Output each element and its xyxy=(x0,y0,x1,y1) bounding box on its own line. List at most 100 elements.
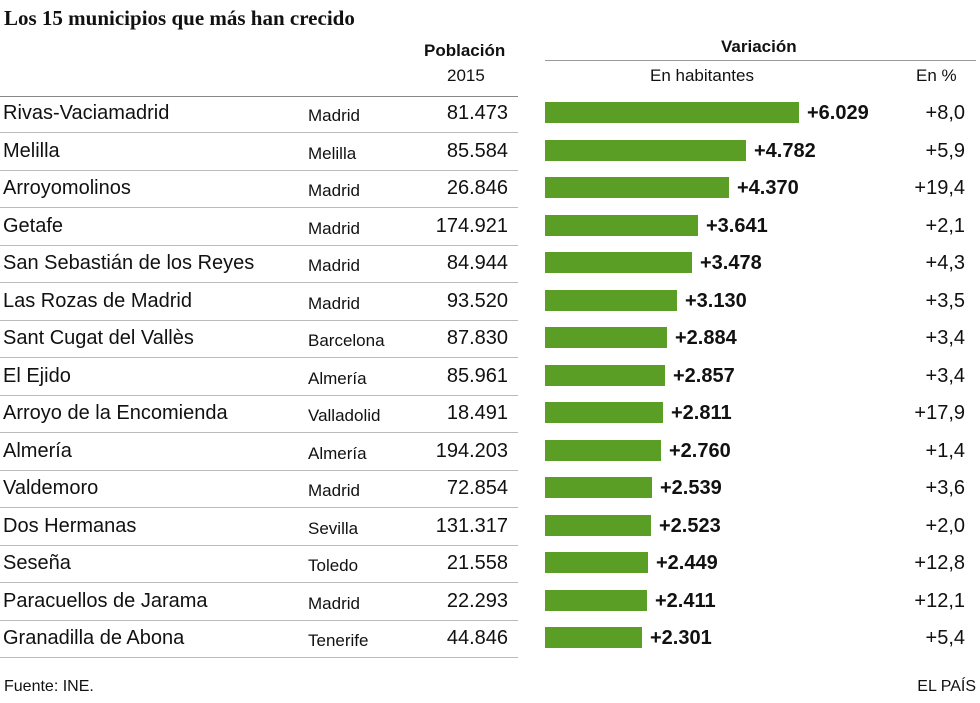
table-row: Las Rozas de Madrid Madrid 93.520 +3.130 +3,… xyxy=(0,284,980,321)
provincia-label: Madrid xyxy=(308,593,360,613)
row-divider xyxy=(0,394,518,396)
variation-data-label: +4.782 xyxy=(754,139,816,162)
pct-value: +12,8 xyxy=(914,552,965,574)
table-row: Seseña Toledo 21.558 +2.449 +12,8 xyxy=(0,546,980,583)
provincia-label: Madrid xyxy=(308,218,360,238)
municipio-label: Rivas-Vaciamadrid xyxy=(3,102,170,124)
table-row: Dos Hermanas Sevilla 131.317 +2.523 +2,0 xyxy=(0,509,980,546)
row-divider xyxy=(0,282,518,283)
abs-header: En habitantes xyxy=(650,66,754,85)
variation-bar xyxy=(545,139,746,161)
pct-header: En % xyxy=(916,66,957,85)
variation-data-label: +2.539 xyxy=(660,477,722,499)
variation-bar xyxy=(545,252,692,273)
provincia-label: Madrid xyxy=(308,293,360,313)
municipio-label: Getafe xyxy=(3,214,64,237)
pct-value: +8,0 xyxy=(925,102,965,124)
table-row: Arroyomolinos Madrid 26.846 +4.370 +19,4 xyxy=(0,171,980,208)
variation-header-rule xyxy=(545,60,976,61)
table-row: Almería Almería 194.203 +2.760 +1,4 xyxy=(0,434,980,471)
row-divider xyxy=(0,169,518,171)
municipio-label: Paracuellos de Jarama xyxy=(3,589,208,612)
variation-bar xyxy=(545,214,698,236)
source-note: Fuente: INE. xyxy=(4,678,94,695)
pct-value: +3,4 xyxy=(925,364,965,387)
variation-data-label: +2.523 xyxy=(659,514,721,537)
variation-bar xyxy=(545,439,661,461)
pct-value: +5,9 xyxy=(925,139,965,162)
pct-value: +4,3 xyxy=(925,252,965,274)
variation-bar xyxy=(545,477,652,498)
municipio-label: Almería xyxy=(3,439,72,462)
pct-value: +19,4 xyxy=(914,177,965,199)
variation-data-label: +3.641 xyxy=(706,214,768,237)
pct-value: +2,1 xyxy=(925,214,965,237)
variation-data-label: +2.449 xyxy=(656,552,718,574)
provincia-label: Madrid xyxy=(308,106,360,125)
variation-bar xyxy=(545,102,799,123)
table-row: Getafe Madrid 174.921 +3.641 +2,1 xyxy=(0,209,980,246)
municipio-label: Granadilla de Abona xyxy=(3,627,185,649)
variation-bar xyxy=(545,627,642,648)
row-divider xyxy=(0,507,518,508)
municipio-label: Sant Cugat del Vallès xyxy=(3,327,194,349)
population-year-header: 2015 xyxy=(447,66,485,85)
table-row: Granadilla de Abona Tenerife 44.846 +2.301 +… xyxy=(0,621,980,658)
variation-data-label: +6.029 xyxy=(807,102,869,124)
poblacion-value: 21.558 xyxy=(446,552,508,574)
poblacion-value: 93.520 xyxy=(446,289,508,312)
table-row: Melilla Melilla 85.584 +4.782 +5,9 xyxy=(0,134,980,171)
row-divider xyxy=(0,544,518,546)
variation-bar xyxy=(545,327,667,348)
provincia-label: Madrid xyxy=(308,256,360,275)
row-divider xyxy=(0,319,518,321)
poblacion-value: 85.961 xyxy=(446,364,508,387)
variation-data-label: +2.857 xyxy=(673,364,735,387)
municipio-label: Las Rozas de Madrid xyxy=(3,289,192,312)
provincia-label: Valladolid xyxy=(308,406,381,425)
pct-value: +3,5 xyxy=(925,289,965,312)
table-row: Paracuellos de Jarama Madrid 22.293 +2.411 +… xyxy=(0,584,980,621)
poblacion-value: 44.846 xyxy=(446,627,508,649)
variation-data-label: +2.884 xyxy=(675,327,737,349)
poblacion-value: 131.317 xyxy=(435,514,508,537)
poblacion-value: 85.584 xyxy=(446,139,508,162)
row-divider xyxy=(0,432,518,433)
provincia-label: Almería xyxy=(308,443,367,463)
municipio-label: San Sebastián de los Reyes xyxy=(3,252,255,274)
provincia-label: Madrid xyxy=(308,481,360,500)
variation-data-label: +4.370 xyxy=(737,177,799,199)
row-divider xyxy=(0,244,518,246)
table-row: Arroyo de la Encomienda Valladolid 18.491 +… xyxy=(0,396,980,433)
variation-bar xyxy=(545,289,677,311)
row-divider xyxy=(0,357,518,358)
pct-value: +3,6 xyxy=(925,477,965,499)
poblacion-value: 174.921 xyxy=(435,214,508,237)
poblacion-value: 18.491 xyxy=(446,402,508,424)
table-row: Rivas-Vaciamadrid Madrid 81.473 +6.029 +8,0 xyxy=(0,96,980,133)
pct-value: +5,4 xyxy=(925,627,965,649)
pct-value: +12,1 xyxy=(914,589,965,612)
provincia-label: Melilla xyxy=(308,143,357,163)
row-divider xyxy=(0,657,518,658)
pct-value: +3,4 xyxy=(925,327,965,349)
row-divider xyxy=(0,469,518,471)
row-divider xyxy=(0,619,518,621)
variation-bar xyxy=(545,364,665,386)
table-top-rule xyxy=(0,96,518,97)
variation-bar xyxy=(545,177,729,198)
row-divider xyxy=(0,132,518,133)
poblacion-value: 22.293 xyxy=(446,589,508,612)
municipio-label: Arroyomolinos xyxy=(3,177,131,199)
municipio-label: Seseña xyxy=(3,552,71,574)
table-row: Valdemoro Madrid 72.854 +2.539 +3,6 xyxy=(0,471,980,508)
table-row: San Sebastián de los Reyes Madrid 84.944 +3… xyxy=(0,246,980,283)
provincia-label: Tenerife xyxy=(308,631,369,650)
poblacion-value: 72.854 xyxy=(446,477,508,499)
poblacion-value: 26.846 xyxy=(446,177,508,199)
municipio-label: El Ejido xyxy=(3,364,71,387)
row-divider xyxy=(0,582,518,583)
variation-data-label: +3.130 xyxy=(685,289,747,312)
poblacion-value: 87.830 xyxy=(446,327,508,349)
pct-value: +17,9 xyxy=(914,402,965,424)
